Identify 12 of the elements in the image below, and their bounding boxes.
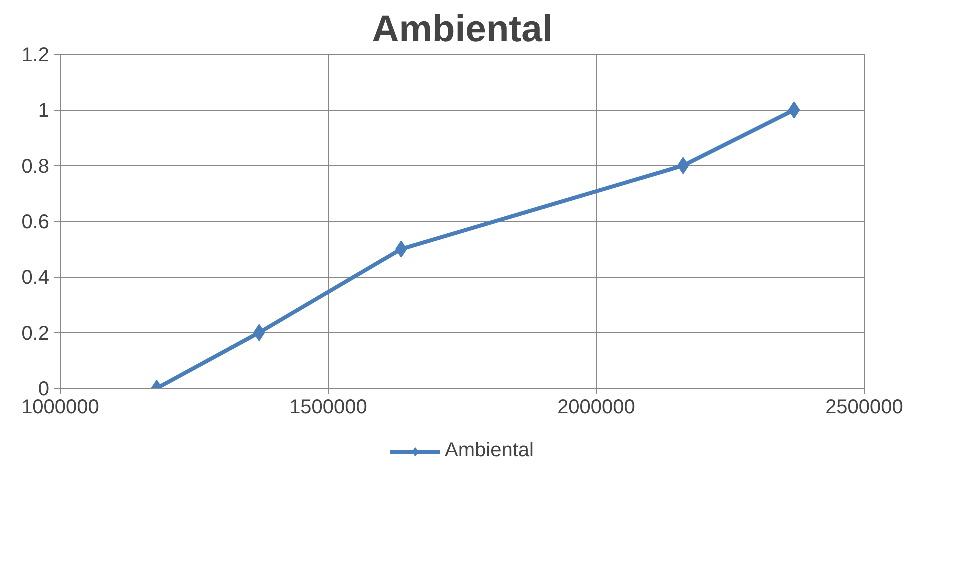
- chart-title: Ambiental: [372, 8, 553, 50]
- legend-label: Ambiental: [445, 440, 534, 462]
- x-tick-label: 2500000: [826, 396, 904, 418]
- y-tick-label: 0.4: [22, 267, 50, 290]
- y-tick-label: 1.2: [22, 44, 50, 66]
- y-tick-label: 0.2: [22, 322, 50, 345]
- y-tick-label: 0.8: [22, 156, 50, 178]
- y-tick-label: 1: [38, 100, 50, 122]
- x-tick-label: 1500000: [290, 396, 368, 418]
- x-tick-label: 2000000: [558, 396, 636, 418]
- point: [788, 102, 800, 119]
- y-tick-label: 0.6: [22, 212, 50, 234]
